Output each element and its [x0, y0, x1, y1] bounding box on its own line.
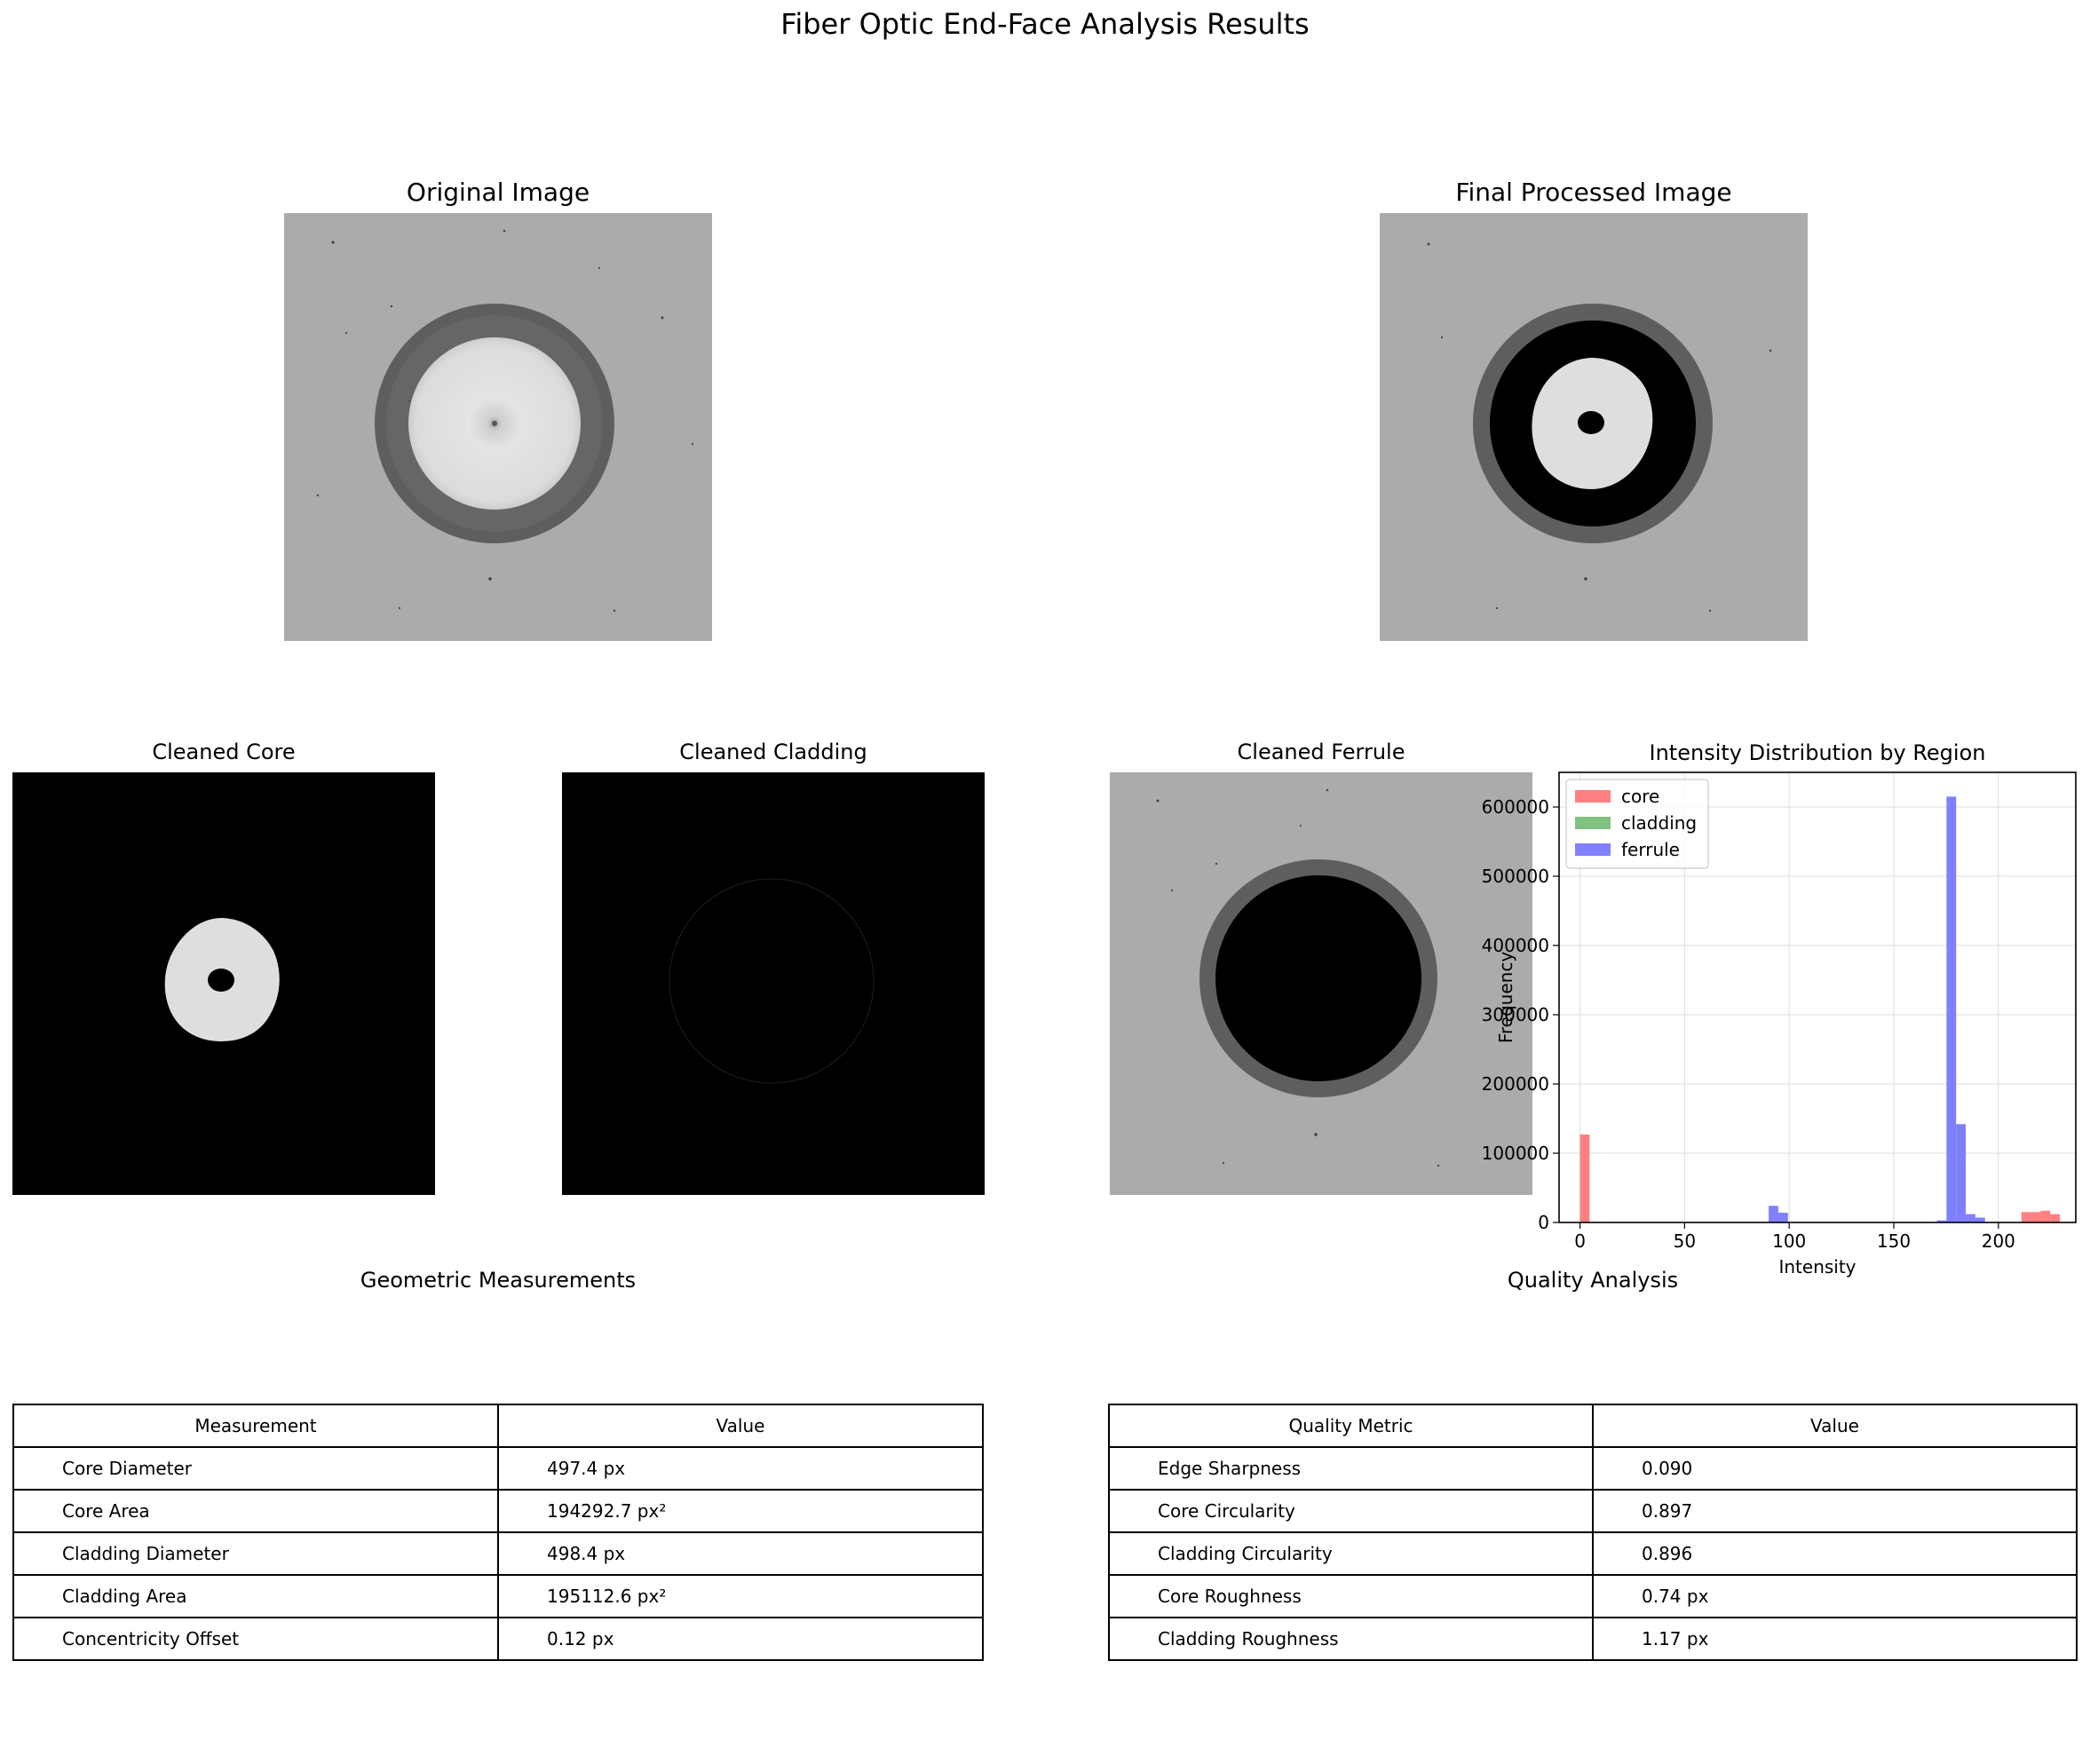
table-row: Cladding Circularity 0.896: [1108, 1531, 2078, 1576]
legend-label: cladding: [1621, 812, 1697, 834]
histogram-bar-core: [2050, 1214, 2061, 1222]
metric-value: 497.4 px: [497, 1446, 984, 1491]
y-tick-label: 0: [1538, 1212, 1549, 1233]
y-tick-label: 400000: [1482, 935, 1549, 956]
x-tick-label: 100: [1772, 1230, 1806, 1252]
table-header-row: Measurement Value: [12, 1404, 984, 1448]
final-image-title: Final Processed Image: [1455, 178, 1732, 207]
metric-value: 498.4 px: [497, 1531, 984, 1576]
table-row: Concentricity Offset 0.12 px: [12, 1617, 984, 1661]
histogram-bar-core: [2031, 1212, 2041, 1222]
table-row: Core Area 194292.7 px²: [12, 1489, 984, 1533]
histogram-bar-core: [1579, 1134, 1590, 1222]
cleaned-core-title: Cleaned Core: [152, 740, 296, 764]
histogram-bar-ferrule: [1769, 1206, 1778, 1222]
histogram-bar-core: [2021, 1212, 2031, 1222]
legend-swatch: [1575, 790, 1611, 803]
metric-value: 0.896: [1592, 1531, 2078, 1576]
histogram-bar-ferrule: [1777, 1213, 1788, 1222]
y-tick-label: 100000: [1482, 1143, 1549, 1164]
x-tick-label: 0: [1574, 1230, 1586, 1252]
metric-name: Core Roughness: [1108, 1574, 1594, 1618]
metric-name: Cladding Roughness: [1108, 1617, 1594, 1661]
cleaned-ferrule-image: [1110, 772, 1532, 1195]
metric-name: Core Circularity: [1108, 1489, 1594, 1533]
figure-title: Fiber Optic End-Face Analysis Results: [780, 7, 1310, 41]
histogram-bar-ferrule: [1936, 1220, 1947, 1222]
y-axis-label: Frequency: [1495, 952, 1516, 1043]
histogram-bar-ferrule: [1946, 796, 1957, 1222]
x-tick-label: 200: [1982, 1230, 2015, 1252]
histogram-legend: core cladding ferrule: [1565, 779, 1709, 869]
geometric-table-title: Geometric Measurements: [360, 1268, 637, 1293]
metric-value: 0.12 px: [497, 1617, 984, 1661]
metric-name: Core Area: [12, 1489, 499, 1533]
metric-value: 0.897: [1592, 1489, 2078, 1533]
cleaned-ferrule-title: Cleaned Ferrule: [1237, 740, 1405, 764]
y-tick-label: 200000: [1482, 1073, 1549, 1095]
metric-value: 195112.6 px²: [497, 1574, 984, 1618]
metric-name: Edge Sharpness: [1108, 1446, 1594, 1491]
metric-value: 1.17 px: [1592, 1617, 2078, 1661]
quality-analysis-table: Quality Metric Value Edge Sharpness 0.090…: [1108, 1404, 2078, 1661]
geometric-measurements-table: Measurement Value Core Diameter 497.4 px …: [12, 1404, 984, 1661]
column-header: Measurement: [12, 1404, 499, 1448]
cleaned-cladding-title: Cleaned Cladding: [679, 740, 867, 764]
metric-name: Cladding Diameter: [12, 1531, 499, 1576]
cleaned-cladding-image: [562, 772, 985, 1195]
y-tick-label: 300000: [1482, 1004, 1549, 1025]
legend-swatch: [1575, 817, 1611, 829]
x-axis-label: Intensity: [1778, 1256, 1856, 1278]
table-header-row: Quality Metric Value: [1108, 1404, 2078, 1448]
legend-swatch: [1575, 843, 1611, 856]
histogram-bar-ferrule: [1966, 1214, 1975, 1222]
metric-name: Cladding Area: [12, 1574, 499, 1618]
metric-value: 0.74 px: [1592, 1574, 2078, 1618]
metric-value: 0.090: [1592, 1446, 2078, 1491]
histogram-bar-ferrule: [1956, 1124, 1967, 1222]
table-row: Cladding Diameter 498.4 px: [12, 1531, 984, 1576]
cleaned-core-image: [12, 772, 435, 1195]
column-header: Quality Metric: [1108, 1404, 1594, 1448]
intensity-histogram: Intensity Distribution by Region 0 50 100 1…: [1482, 740, 2077, 1278]
metric-value: 194292.7 px²: [497, 1489, 984, 1533]
histogram-bar-ferrule: [1975, 1217, 1985, 1222]
column-header: Value: [497, 1404, 984, 1448]
metric-name: Cladding Circularity: [1108, 1531, 1594, 1576]
table-row: Core Roughness 0.74 px: [1108, 1574, 2078, 1618]
histogram-title: Intensity Distribution by Region: [1650, 740, 1986, 765]
table-row: Core Circularity 0.897: [1108, 1489, 2078, 1533]
histogram-bar-core: [2040, 1210, 2051, 1222]
column-header: Value: [1592, 1404, 2078, 1448]
y-tick-label: 500000: [1482, 866, 1549, 887]
final-processed-image: [1380, 213, 1808, 641]
legend-label: core: [1621, 786, 1659, 807]
quality-table-title: Quality Analysis: [1507, 1268, 1679, 1293]
y-tick-label: 600000: [1482, 796, 1549, 818]
x-tick-label: 150: [1877, 1230, 1911, 1252]
table-row: Core Diameter 497.4 px: [12, 1446, 984, 1491]
original-image-title: Original Image: [406, 178, 590, 207]
metric-name: Core Diameter: [12, 1446, 499, 1491]
legend-label: ferrule: [1621, 839, 1680, 860]
table-row: Cladding Roughness 1.17 px: [1108, 1617, 2078, 1661]
table-row: Edge Sharpness 0.090: [1108, 1446, 2078, 1491]
table-row: Cladding Area 195112.6 px²: [12, 1574, 984, 1618]
original-image: [284, 213, 712, 641]
metric-name: Concentricity Offset: [12, 1617, 499, 1661]
x-tick-label: 50: [1674, 1230, 1696, 1252]
